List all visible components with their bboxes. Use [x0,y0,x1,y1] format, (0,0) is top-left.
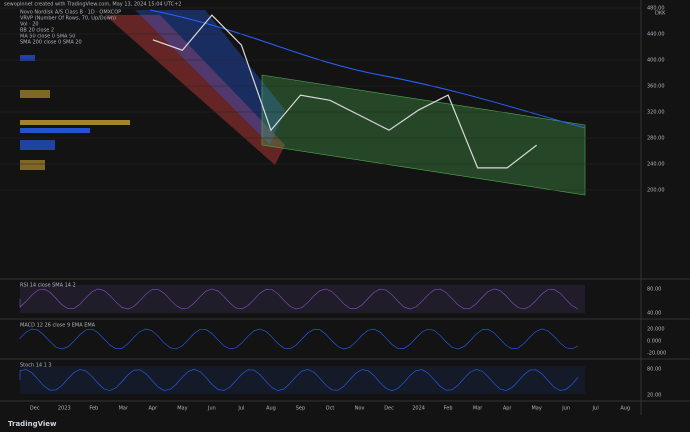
x-tick-label: Feb [444,406,453,412]
panel-tick-label: 80.00 [647,367,661,373]
legend-entry: BB 20 close 2 [20,28,54,34]
x-tick-label: May [531,406,541,412]
stoch-band [20,366,585,394]
x-tick-label: May [177,406,187,412]
x-tick-label: Sep [296,406,305,412]
x-tick-label: Dec [384,406,394,412]
legend-entry: Novo Nordisk A/S Class B · 1D · OMXCOP [20,10,121,16]
green-channel [261,74,586,196]
x-tick-label: 2023 [58,406,71,412]
legend-entry: SMA 200 close 0 SMA 20 [20,40,82,46]
y-tick-label: 440.00 [647,32,665,38]
x-tick-label: Jul [592,406,599,412]
x-tick-label: Aug [620,406,630,412]
panel-title: RSI 14 close SMA 14 2 [20,283,76,289]
panel-title: Stoch 14 1 3 [20,363,52,369]
panel-tick-label: -20.000 [647,351,666,357]
x-tick-label: Mar [473,406,483,412]
x-tick-label: Jun [207,406,216,412]
x-tick-label: Feb [89,406,98,412]
x-tick-label: 2024 [412,406,425,412]
sma-line [149,9,586,129]
blue-channel [135,10,285,145]
y-tick-label: 400.00 [647,58,665,64]
y-tick-label: 360.00 [647,84,665,90]
panel-tick-label: 0.000 [647,339,661,345]
panel-tick-label: 20.000 [647,327,665,333]
y-tick-label: 320.00 [647,110,665,116]
credit: sewopinnet created with TradingView.com,… [4,2,181,8]
panel-title: MACD 12 26 close 9 EMA EMA [20,323,96,329]
x-tick-label: Mar [119,406,129,412]
legend-entry: VRVP (Number Of Rows, 70, Up/Down) [20,16,116,22]
x-tick-label: Jul [237,406,244,412]
red-channel [105,15,285,165]
y-tick-label: 480.00 [647,6,665,12]
panel-line [19,288,579,310]
legend-entry: Vol · 20 [20,22,39,28]
panel-tick-label: 80.00 [647,287,661,293]
x-tick-label: Jun [561,406,570,412]
x-tick-label: Apr [503,406,513,412]
x-tick-label: Apr [149,406,159,412]
legend-entry: MA 50 close 0 SMA 50 [20,34,75,40]
x-tick-label: Aug [266,406,276,412]
y-tick-label: 280.00 [647,136,665,142]
rsi-band [20,285,585,313]
panel-tick-label: 20.00 [647,393,661,399]
x-tick-label: Dec [30,406,40,412]
price-line [152,14,538,169]
volume-profile [20,55,130,170]
brand: TradingView [8,420,57,428]
y-tick-label: 200.00 [647,188,665,194]
x-tick-label: Nov [355,406,365,412]
y-tick-label: 240.00 [647,162,665,168]
panel-tick-label: 40.00 [647,311,661,317]
panel-line [19,328,579,350]
currency: DKK [655,11,666,17]
panel-line [19,369,579,391]
x-tick-label: Oct [326,406,335,412]
